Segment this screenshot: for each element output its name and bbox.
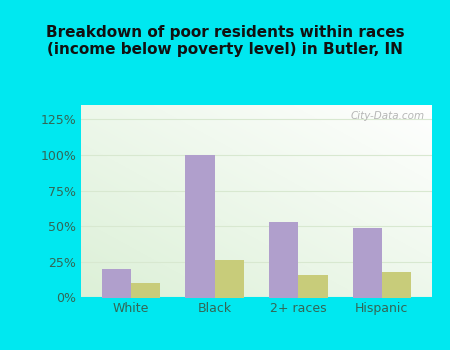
Legend: Butler, Indiana: Butler, Indiana	[167, 347, 346, 350]
Bar	[185, 155, 215, 298]
Bar	[269, 222, 298, 298]
Bar	[215, 260, 244, 298]
Text: Breakdown of poor residents within races
(income below poverty level) in Butler,: Breakdown of poor residents within races…	[46, 25, 404, 57]
Bar	[102, 269, 131, 298]
Bar	[382, 272, 411, 298]
Bar	[298, 275, 328, 298]
Text: City-Data.com: City-Data.com	[351, 111, 425, 121]
Bar	[353, 228, 382, 298]
Bar	[131, 283, 160, 298]
